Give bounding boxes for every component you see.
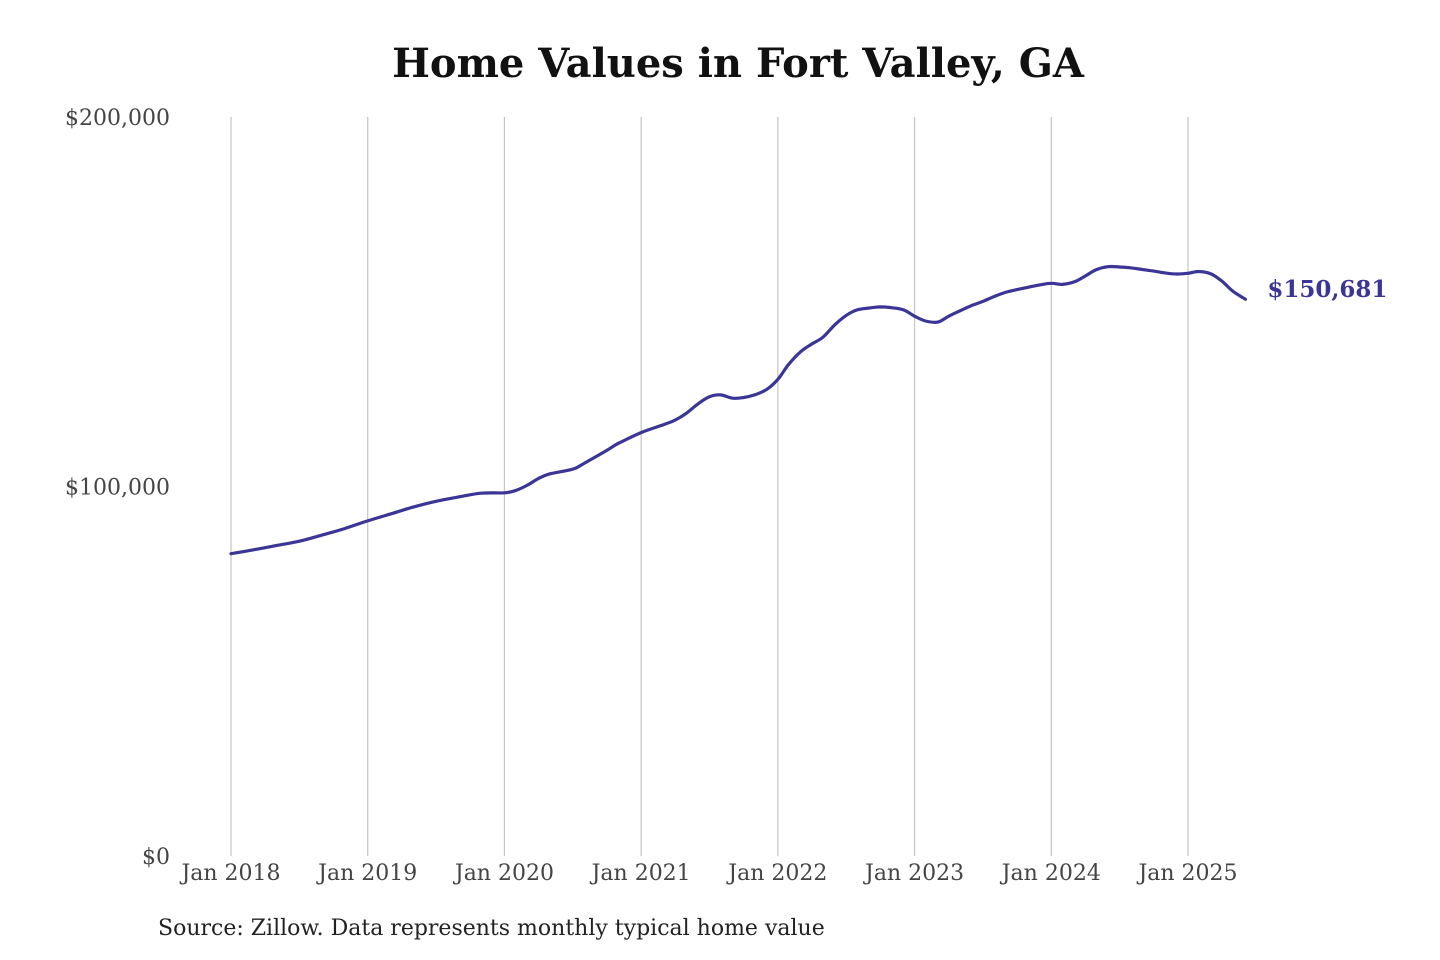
grid-lines [230,117,1189,856]
x-tick-label: Jan 2021 [590,861,691,886]
y-tick-label: $200,000 [65,106,170,131]
x-tick-label: Jan 2018 [179,861,280,886]
x-tick-label: Jan 2022 [726,861,827,886]
x-tick-label: Jan 2025 [1136,861,1237,886]
y-tick-label: $0 [142,845,170,870]
y-tick-label: $100,000 [65,476,170,501]
x-tick-label: Jan 2019 [316,861,417,886]
x-tick-label: Jan 2023 [863,861,964,886]
x-tick-label: Jan 2024 [1000,861,1101,886]
series-line-0 [229,264,1247,556]
y-axis: $0 $100,000 $200,000 [65,106,170,870]
chart-title: Home Values in Fort Valley, GA [392,40,1084,87]
x-axis: Jan 2018 Jan 2019 Jan 2020 Jan 2021 Jan 2022… [179,861,1237,886]
x-tick-label: Jan 2020 [453,861,554,886]
end-label-layer: $150,681 [1267,276,1387,303]
source-note: Source: Zillow. Data represents monthly … [158,916,825,941]
end-value-label: $150,681 [1267,276,1387,303]
series-layer [229,264,1247,556]
